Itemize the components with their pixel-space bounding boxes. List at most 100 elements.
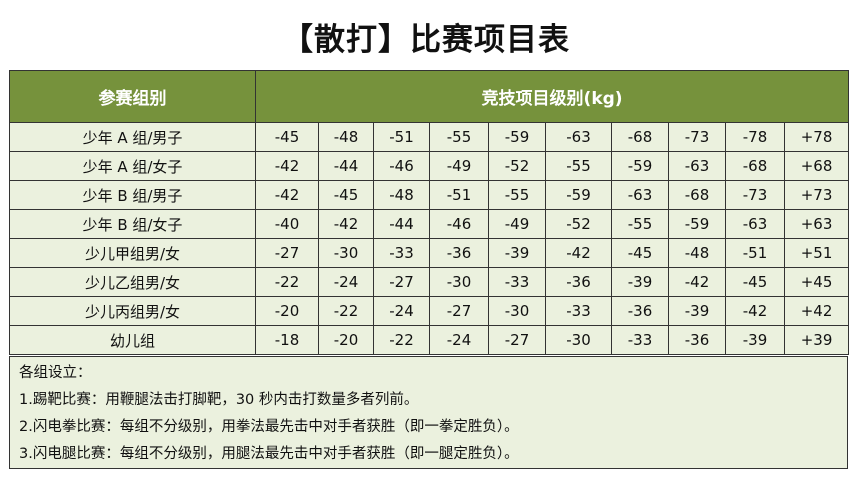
weight-cell: -49 [488,209,546,239]
weight-cell: -42 [668,267,726,297]
note-item: 1.踢靶比赛：用鞭腿法击打脚靶，30 秒内击打数量多者列前。 [19,392,419,408]
weight-cell: -36 [668,325,726,355]
table-row: 少年 B 组/女子 -40 -42 -44 -46 -49 -52 -55 -59 -63 +63 [9,209,850,239]
group-cell: 少年 A 组/男子 [9,122,256,152]
weight-cell: -73 [725,180,785,210]
weight-cell: -45 [318,180,374,210]
weight-cell: -22 [373,325,430,355]
weight-cell: +68 [783,151,850,181]
weight-cell: -51 [373,122,430,152]
weight-cell: -24 [429,325,489,355]
group-cell: 少儿乙组男/女 [9,267,256,297]
table-row: 少年 B 组/男子 -42 -45 -48 -51 -55 -59 -63 -68 -73 +73 [9,180,850,210]
group-cell: 少儿丙组男/女 [9,296,256,326]
weight-cell: -45 [725,267,785,297]
weight-cell: -52 [488,151,546,181]
weight-cell: -63 [668,151,726,181]
table-row: 少年 A 组/女子 -42 -44 -46 -49 -52 -55 -59 -63 -68 +68 [9,151,850,181]
weight-cell: -33 [611,325,669,355]
weight-cell: -45 [255,122,319,152]
weight-cell: -46 [373,151,430,181]
weight-cell: -39 [611,267,669,297]
table-row: 幼儿组 -18 -20 -22 -24 -27 -30 -33 -36 -39 +39 [9,325,850,355]
weight-cell: +39 [783,325,850,355]
weight-cell: -48 [318,122,374,152]
weight-cell: -42 [255,151,319,181]
weight-cell: -42 [545,238,612,268]
weight-cell: -40 [255,209,319,239]
weight-cell: -27 [373,267,430,297]
weight-cell: -48 [668,238,726,268]
table-row: 少年 A 组/男子 -45 -48 -51 -55 -59 -63 -68 -73 -78 +78 [9,122,850,152]
weight-cell: -46 [429,209,489,239]
weight-cell: -59 [545,180,612,210]
group-cell: 幼儿组 [9,325,256,355]
weight-cell: -51 [725,238,785,268]
weight-cell: -36 [545,267,612,297]
weight-cell: -27 [488,325,546,355]
group-cell: 少年 B 组/男子 [9,180,256,210]
header-group: 参赛组别 [9,70,256,123]
weight-cell: -39 [668,296,726,326]
weight-cell: -48 [373,180,430,210]
weight-cell: -22 [255,267,319,297]
weight-cell: -42 [725,296,785,326]
weight-cell: -33 [373,238,430,268]
weight-cell: -30 [545,325,612,355]
weight-cell: -42 [255,180,319,210]
weight-cell: -45 [611,238,669,268]
weight-cell: -20 [318,325,374,355]
weight-cell: +78 [783,122,850,152]
weight-cell: -33 [545,296,612,326]
weight-cell: -24 [373,296,430,326]
table-row: 少儿乙组男/女 -22 -24 -27 -30 -33 -36 -39 -42 -45 +45 [9,267,850,297]
weight-cell: -30 [318,238,374,268]
weight-cell: -39 [488,238,546,268]
weight-cell: +63 [783,209,850,239]
weight-cell: -68 [725,151,785,181]
weight-cell: -68 [668,180,726,210]
weight-cell: -44 [373,209,430,239]
weight-cell: -18 [255,325,319,355]
weight-cell: -30 [429,267,489,297]
weight-cell: -73 [668,122,726,152]
weight-cell: -52 [545,209,612,239]
weight-cell: -59 [611,151,669,181]
weight-cell: -22 [318,296,374,326]
weight-cell: -59 [668,209,726,239]
weight-cell: -55 [611,209,669,239]
group-cell: 少年 B 组/女子 [9,209,256,239]
weight-cell: -42 [318,209,374,239]
weight-cell: -63 [545,122,612,152]
group-cell: 少年 A 组/女子 [9,151,256,181]
table-row: 少儿丙组男/女 -20 -22 -24 -27 -30 -33 -36 -39 -42 +42 [9,296,850,326]
weight-cell: -24 [318,267,374,297]
weight-cell: -63 [725,209,785,239]
weight-cell: -20 [255,296,319,326]
weight-cell: -51 [429,180,489,210]
notes-section: 各组设立： 1.踢靶比赛：用鞭腿法击打脚靶，30 秒内击打数量多者列前。 2.闪… [9,356,848,469]
weight-cell: -55 [488,180,546,210]
weight-cell: -30 [488,296,546,326]
weight-cell: -36 [429,238,489,268]
note-item: 3.闪电腿比赛：每组不分级别，用腿法最先击中对手者获胜（即一腿定胜负）。 [19,446,519,462]
weight-cell: -27 [429,296,489,326]
weight-cell: -33 [488,267,546,297]
weight-cell: +51 [783,238,850,268]
competition-table: 参赛组别 竞技项目级别(kg) 少年 A 组/男子 -45 -48 -51 -55 -59… [9,70,850,355]
weight-cell: -55 [429,122,489,152]
header-weight-class: 竞技项目级别(kg) [254,70,850,123]
group-cell: 少儿甲组男/女 [9,238,256,268]
weight-cell: -78 [725,122,785,152]
weight-cell: -59 [488,122,546,152]
weight-cell: -49 [429,151,489,181]
note-item: 2.闪电拳比赛：每组不分级别，用拳法最先击中对手者获胜（即一拳定胜负）。 [19,419,519,435]
weight-cell: -27 [255,238,319,268]
weight-cell: -39 [725,325,785,355]
table-row: 少儿甲组男/女 -27 -30 -33 -36 -39 -42 -45 -48 -51 +51 [9,238,850,268]
page-title: 【散打】比赛项目表 [282,22,570,58]
weight-cell: -55 [545,151,612,181]
weight-cell: +73 [783,180,850,210]
weight-cell: -63 [611,180,669,210]
header-row: 参赛组别 竞技项目级别(kg) [9,70,850,123]
